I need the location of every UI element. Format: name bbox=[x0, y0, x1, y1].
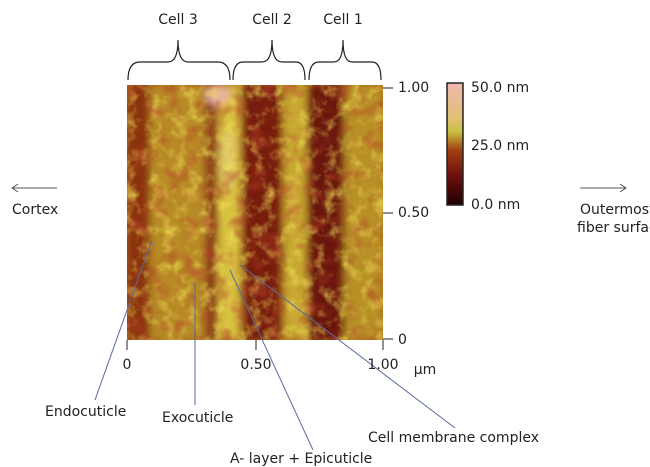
x-tick-label: 0.50 bbox=[240, 357, 271, 373]
scale-label: 0.0 nm bbox=[471, 197, 520, 213]
annotation: Exocuticle bbox=[162, 410, 233, 426]
annotation: Cell membrane complex bbox=[368, 430, 539, 446]
annotation: A- layer + Epicuticle bbox=[230, 451, 372, 467]
cell-label: Cell 3 bbox=[158, 12, 198, 28]
figure: Cell 3 Cell 2 Cell 1 0 0.50 1.00 0 0.50 … bbox=[0, 0, 650, 467]
y-tick-label: 1.00 bbox=[398, 80, 429, 96]
annotation: Endocuticle bbox=[45, 404, 126, 420]
direction-label: Cortex bbox=[12, 202, 58, 218]
scale-label: 50.0 nm bbox=[471, 80, 529, 96]
x-unit: µm bbox=[414, 362, 437, 378]
scale-label: 25.0 nm bbox=[471, 138, 529, 154]
x-tick-label: 1.00 bbox=[367, 357, 398, 373]
direction-label: Outermost bbox=[580, 202, 650, 218]
y-tick-label: 0 bbox=[398, 332, 407, 348]
direction-label: fiber surface bbox=[577, 220, 650, 236]
y-tick-label: 0.50 bbox=[398, 205, 429, 221]
cell-label: Cell 2 bbox=[252, 12, 292, 28]
cell-label: Cell 1 bbox=[323, 12, 363, 28]
color-bar bbox=[447, 83, 463, 205]
x-tick-label: 0 bbox=[123, 357, 132, 373]
cell-brackets bbox=[128, 40, 381, 80]
afm-image bbox=[127, 85, 383, 340]
